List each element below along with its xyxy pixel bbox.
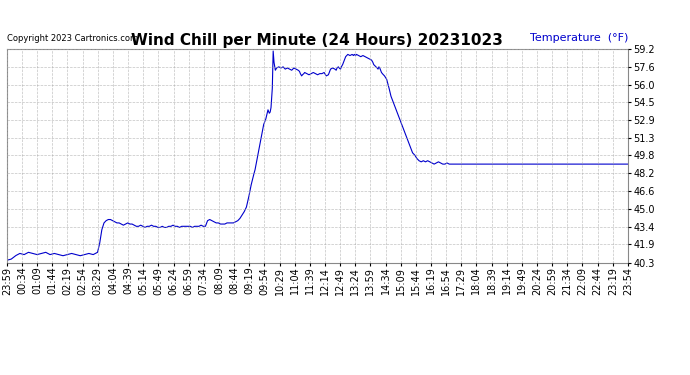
Title: Wind Chill per Minute (24 Hours) 20231023: Wind Chill per Minute (24 Hours) 2023102… xyxy=(132,33,503,48)
Text: Copyright 2023 Cartronics.com: Copyright 2023 Cartronics.com xyxy=(7,34,138,44)
Text: Temperature  (°F): Temperature (°F) xyxy=(529,33,628,44)
